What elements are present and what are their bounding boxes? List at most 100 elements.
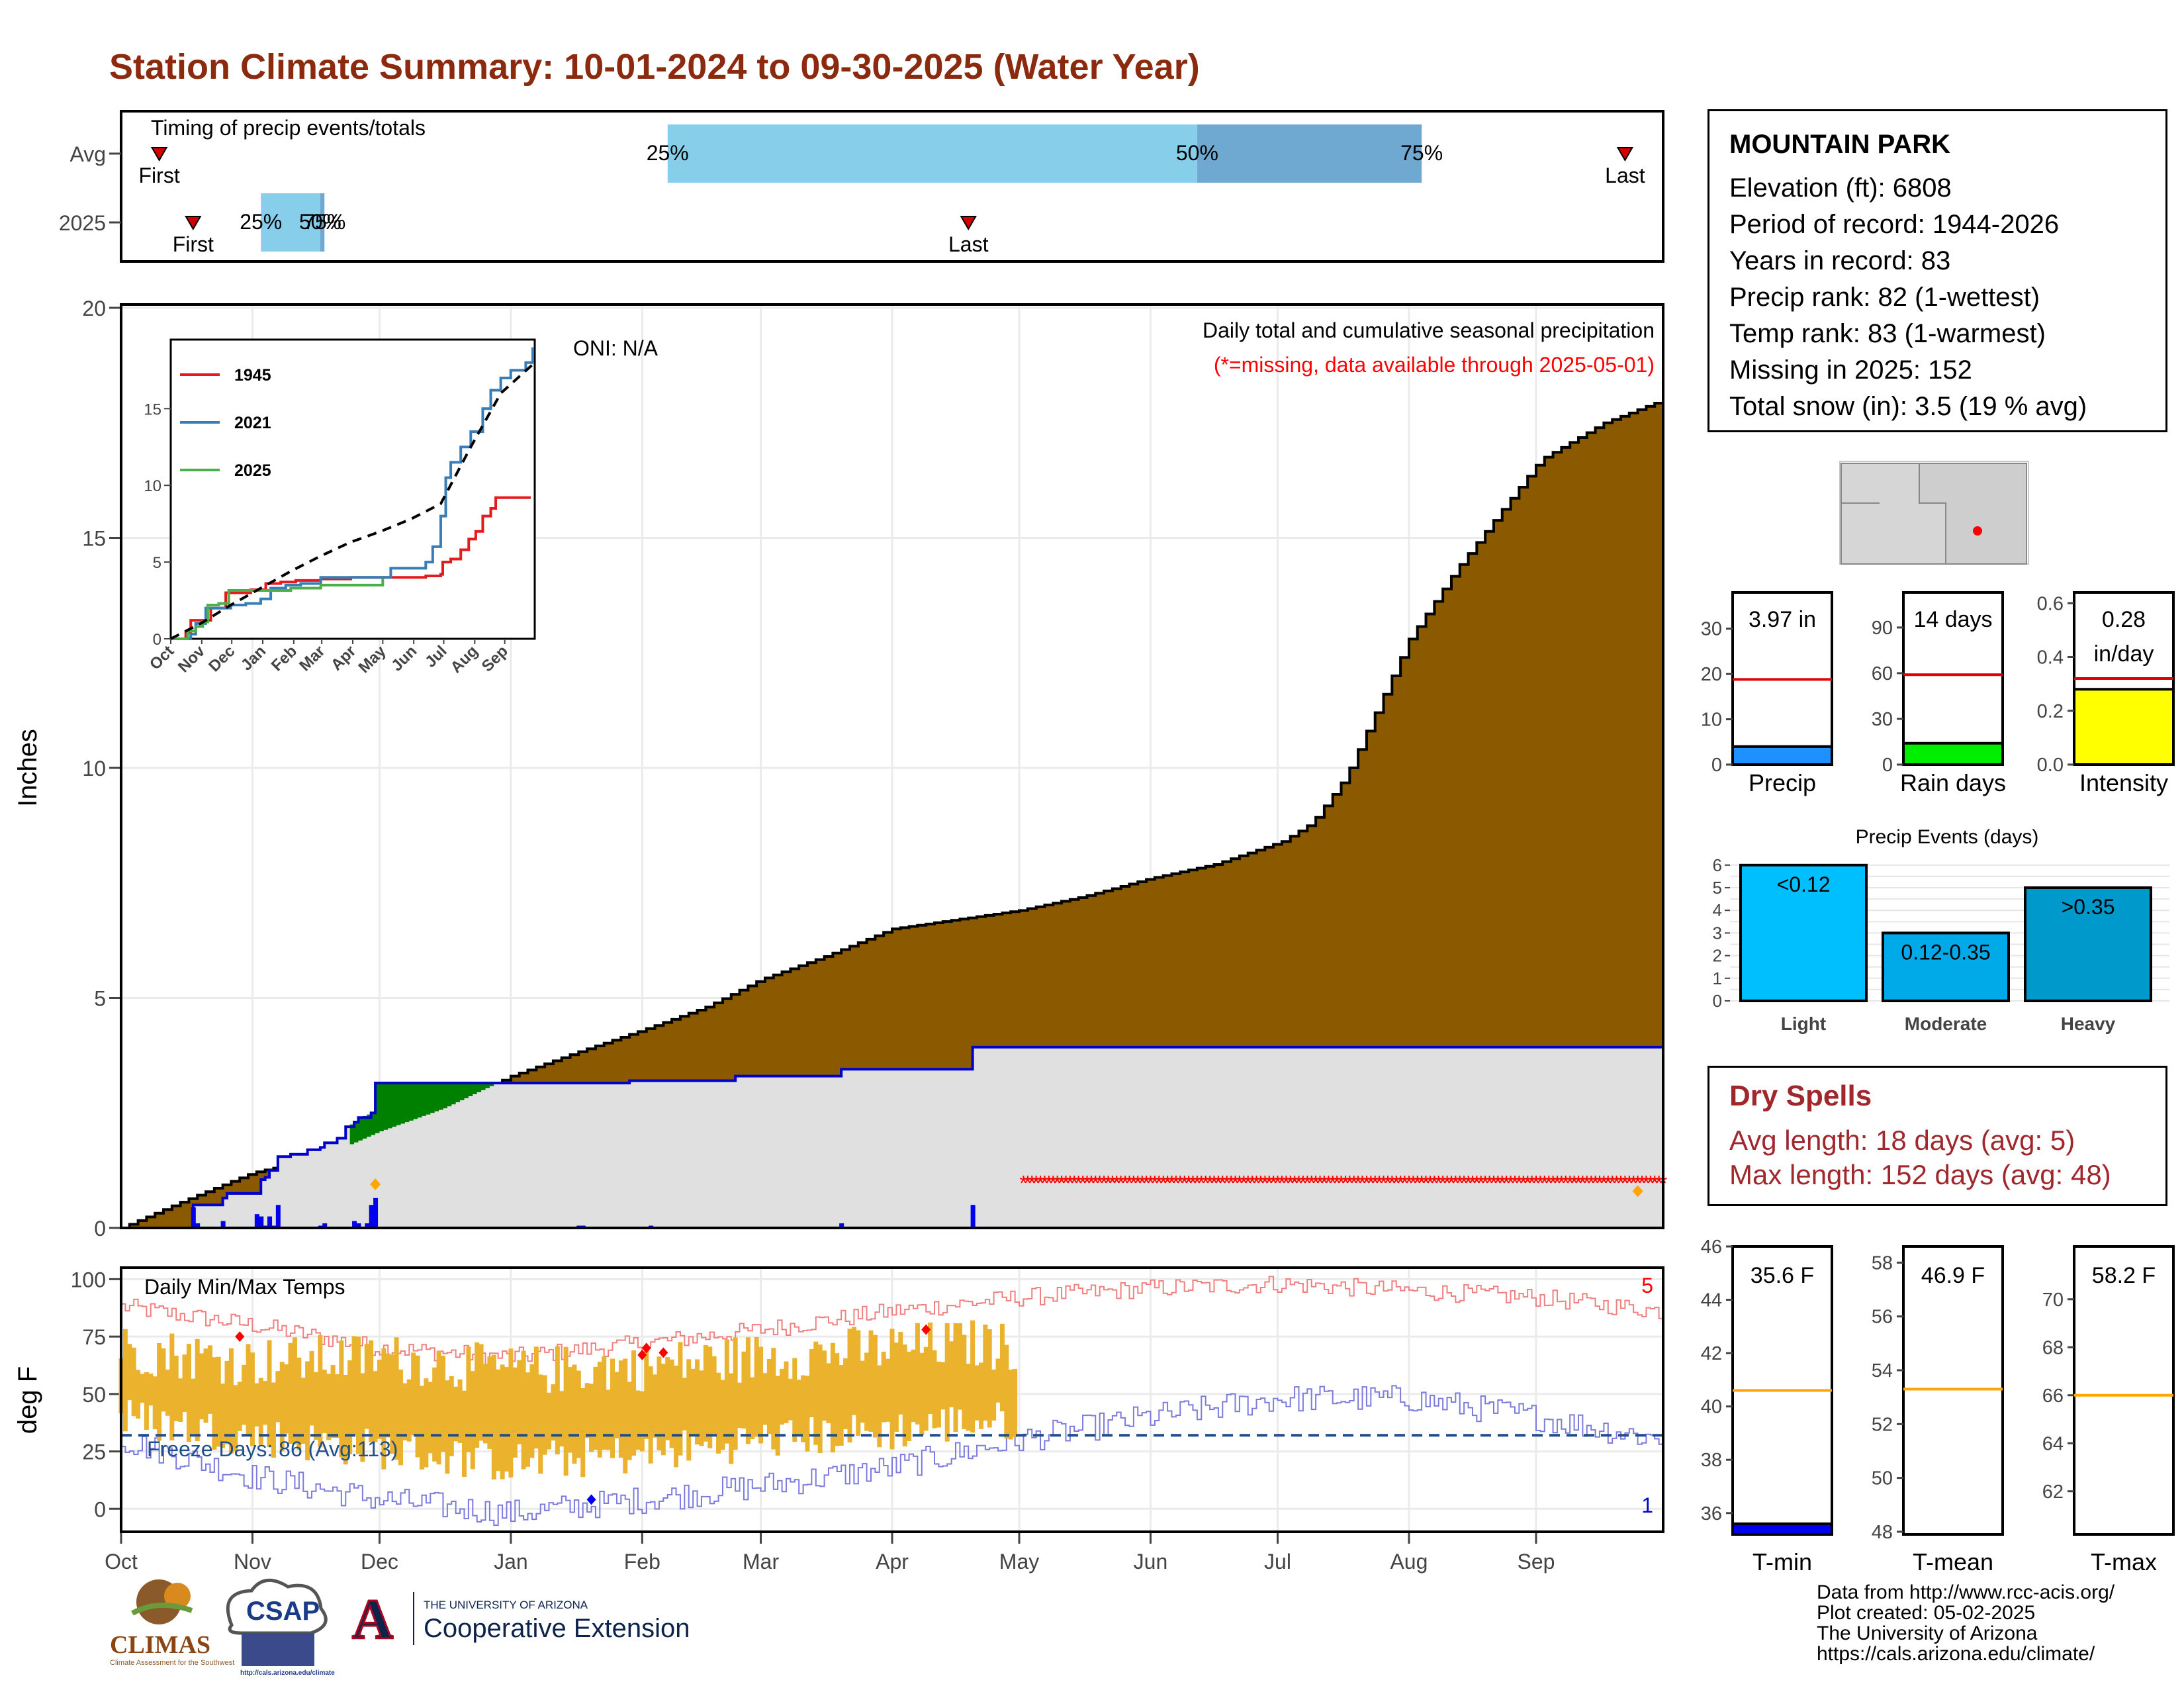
temps-record-high-point <box>641 1342 651 1354</box>
temps-daily-bar <box>995 1358 1001 1403</box>
temps-daily-bar <box>957 1323 962 1410</box>
temps-daily-bar <box>792 1358 797 1442</box>
precip-missing-mark: * <box>1490 1172 1498 1196</box>
temps-daily-bar <box>809 1348 814 1417</box>
precip-missing-mark: * <box>1040 1172 1048 1196</box>
temps-daily-bar <box>271 1382 276 1458</box>
oni-label: ONI: N/A <box>573 336 659 360</box>
gauge-ytick-label: 70 <box>2042 1289 2064 1311</box>
temps-daily-bar <box>635 1390 641 1450</box>
precip-missing-mark: * <box>1524 1172 1531 1196</box>
temps-daily-bar <box>355 1336 361 1454</box>
gauge-ytick-label: 48 <box>1872 1522 1893 1543</box>
temps-daily-bar <box>318 1335 323 1448</box>
temps-daily-bar <box>665 1357 670 1440</box>
precip-missing-mark: * <box>1303 1172 1311 1196</box>
timing-pct-label: 25% <box>647 141 689 165</box>
precip-daily-bar <box>369 1205 374 1228</box>
temps-xtick-label: Jul <box>1264 1550 1291 1573</box>
temps-record-low-line <box>121 1385 1664 1526</box>
ua-logo[interactable]: A THE UNIVERSITY OF ARIZONA Cooperative … <box>351 1587 690 1652</box>
precip-missing-mark: * <box>1095 1172 1103 1196</box>
precip-missing-mark: * <box>1532 1172 1540 1196</box>
precip-missing-mark: * <box>1083 1172 1091 1196</box>
precip-missing-mark: * <box>1248 1172 1256 1196</box>
precip-missing-mark: * <box>1485 1172 1493 1196</box>
precip-missing-mark: * <box>1498 1172 1506 1196</box>
temps-daily-bar <box>860 1360 865 1423</box>
precip-missing-mark: * <box>1151 1172 1159 1196</box>
gauge-ytick-label: 20 <box>1701 664 1722 685</box>
gauge-value-label: 14 days <box>1913 607 1992 632</box>
temps-daily-bar <box>136 1370 141 1419</box>
temps-daily-bar <box>478 1344 484 1441</box>
credit-data-source[interactable]: Data from http://www.rcc-acis.org/ <box>1817 1581 2115 1603</box>
precip-frame <box>120 303 1664 1229</box>
precip-daily-bar <box>365 1223 370 1228</box>
temps-daily-bar <box>907 1352 912 1442</box>
precip-missing-mark: * <box>1218 1172 1226 1196</box>
timing-title: Timing of precip events/totals <box>151 116 426 140</box>
precip-missing-mark: * <box>1443 1172 1451 1196</box>
temps-record-low-point <box>586 1494 596 1505</box>
temps-daily-bar <box>970 1320 976 1433</box>
temps-daily-bar <box>758 1346 764 1444</box>
precip-missing-mark: * <box>1155 1172 1163 1196</box>
temps-daily-bar <box>385 1353 390 1438</box>
temps-daily-bar <box>983 1325 988 1421</box>
temps-daily-bar <box>313 1372 318 1440</box>
station-info-box: MOUNTAIN PARK Elevation (ft): 6808 Perio… <box>1707 109 2167 432</box>
events-bar-label: >0.35 <box>2062 895 2115 919</box>
precip-missing-mark: * <box>1295 1172 1302 1196</box>
timing-bar-q50-q75 <box>1197 124 1422 183</box>
precip-missing-mark: * <box>1549 1172 1557 1196</box>
temps-daily-bar <box>690 1368 696 1436</box>
csap-logo[interactable]: CSAP http://cals.arizona.edu/climate <box>226 1578 335 1677</box>
credit-website[interactable]: https://cals.arizona.edu/climate/ <box>1817 1643 2095 1665</box>
precip-missing-mark: * <box>1320 1172 1328 1196</box>
credits: Data from http://www.rcc-acis.org/ Plot … <box>1817 1582 2115 1664</box>
temps-daily-bar <box>284 1364 289 1434</box>
precip-daily-bar <box>839 1223 844 1228</box>
precip-missing-mark: * <box>1439 1172 1447 1196</box>
precip-missing-mark: * <box>1299 1172 1307 1196</box>
gauge-xlabel: Precip <box>1749 769 1816 796</box>
temps-daily-bar <box>631 1350 637 1456</box>
temps-daily-bar <box>737 1382 743 1429</box>
temps-daily-bar <box>623 1358 628 1474</box>
temps-daily-bar <box>593 1366 598 1450</box>
gauge-ytick-label: 36 <box>1701 1503 1722 1524</box>
timing-last-marker <box>1616 147 1634 162</box>
events-ytick-label: 5 <box>1713 878 1722 898</box>
precip-missing-mark: * <box>1109 1172 1116 1196</box>
precip-missing-mark: * <box>1473 1172 1480 1196</box>
temps-daily-bar <box>547 1392 552 1450</box>
precip-daily-bar <box>970 1205 976 1228</box>
precip-missing-mark: * <box>1066 1172 1074 1196</box>
precip-missing-mark: * <box>1562 1172 1570 1196</box>
gauge-xlabel: Rain days <box>1900 769 2006 796</box>
gauge-value-label: 58.2 F <box>2092 1263 2156 1288</box>
temps-daily-bar <box>326 1374 332 1440</box>
precip-missing-mark: * <box>1405 1172 1413 1196</box>
temps-daily-bar <box>733 1337 738 1450</box>
inset-legend-label: 2021 <box>234 414 271 432</box>
temps-daily-bar <box>805 1376 810 1452</box>
temps-daily-bar <box>343 1374 348 1465</box>
temps-daily-bar <box>729 1373 734 1464</box>
temps-daily-bar <box>186 1344 191 1442</box>
temps-daily-bar <box>572 1364 577 1464</box>
events-ytick-label: 4 <box>1713 900 1722 920</box>
station-missing: Missing in 2025: 152 <box>1729 355 1972 385</box>
precip-missing-mark: * <box>1113 1172 1120 1196</box>
climas-logo[interactable]: CLIMAS Climate Assessment for the Southw… <box>110 1579 234 1667</box>
events-title: Precip Events (days) <box>1856 826 2039 848</box>
events-xtick-label: Heavy <box>2061 1013 2116 1034</box>
temps-daily-bar <box>377 1360 382 1439</box>
precip-missing-mark: * <box>1091 1172 1099 1196</box>
temps-daily-bar <box>220 1383 226 1448</box>
temps-daily-bar <box>716 1372 721 1454</box>
temps-daily-bar <box>491 1354 496 1480</box>
precip-missing-mark: * <box>1541 1172 1549 1196</box>
precip-missing-mark: * <box>1638 1172 1646 1196</box>
